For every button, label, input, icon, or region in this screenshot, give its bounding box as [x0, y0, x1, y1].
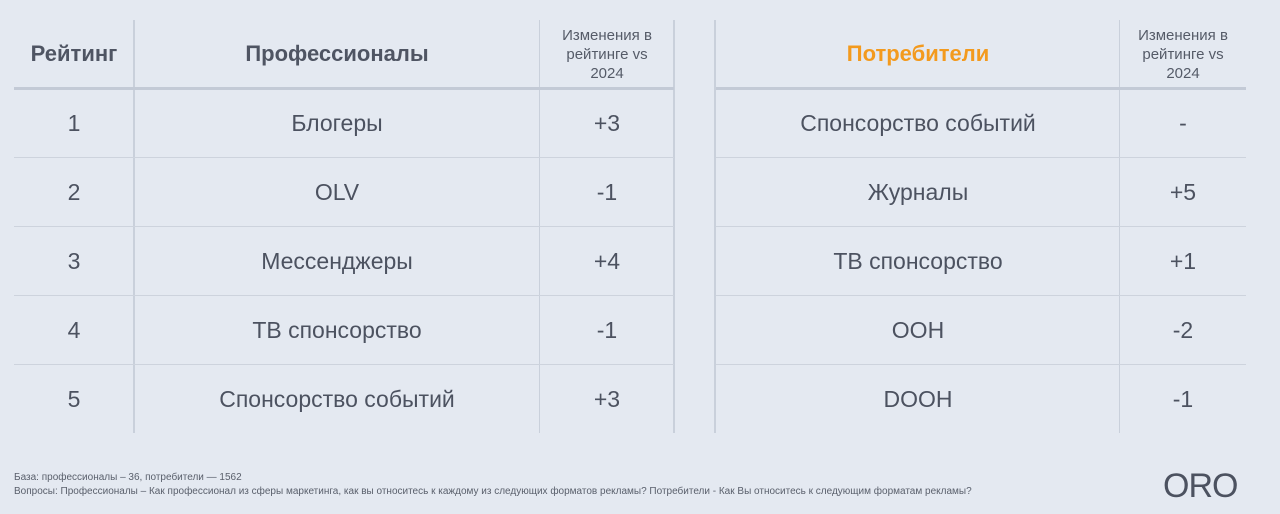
- header-rank: Рейтинг: [30, 41, 118, 66]
- row-divider: [716, 364, 1246, 365]
- format-cell: Журналы: [867, 179, 969, 205]
- header-professionals: Профессионалы: [245, 41, 429, 66]
- grid-line: [673, 20, 675, 433]
- rank-cell: 5: [67, 386, 81, 412]
- change-cell: -1: [1172, 386, 1194, 412]
- header-divider: [716, 87, 1246, 90]
- row-divider: [14, 295, 674, 296]
- format-cell: Спонсорство событий: [800, 110, 1036, 136]
- row-divider: [14, 157, 674, 158]
- row-divider: [14, 364, 674, 365]
- rank-cell: 2: [67, 179, 81, 205]
- oro-logo: ORO: [1163, 467, 1238, 505]
- format-cell: DOOH: [883, 386, 953, 412]
- format-cell: OLV: [314, 179, 360, 205]
- questions-footnote: Вопросы: Профессионалы – Как профессиона…: [14, 486, 972, 497]
- row-divider: [14, 226, 674, 227]
- format-cell: Блогеры: [291, 110, 383, 136]
- format-cell: OOH: [891, 317, 945, 343]
- base-footnote: База: профессионалы – 36, потребители — …: [14, 472, 242, 483]
- row-divider: [716, 226, 1246, 227]
- header-change: Изменения в рейтинге vs 2024: [562, 26, 652, 82]
- rank-cell: 3: [67, 248, 81, 274]
- rank-cell: 1: [67, 110, 81, 136]
- format-cell: ТВ спонсорство: [833, 248, 1003, 274]
- row-divider: [716, 295, 1246, 296]
- change-cell: -2: [1172, 317, 1194, 343]
- grid-line: [714, 20, 716, 433]
- header-divider: [14, 87, 674, 90]
- format-cell: Спонсорство событий: [219, 386, 455, 412]
- change-cell: +3: [593, 386, 621, 412]
- change-cell: +1: [1169, 248, 1197, 274]
- change-cell: -: [1179, 110, 1187, 136]
- change-cell: -1: [596, 317, 618, 343]
- change-cell: +4: [593, 248, 621, 274]
- row-divider: [716, 157, 1246, 158]
- change-cell: -1: [596, 179, 618, 205]
- format-cell: ТВ спонсорство: [252, 317, 422, 343]
- format-cell: Мессенджеры: [261, 248, 413, 274]
- header-change: Изменения в рейтинге vs 2024: [1138, 26, 1228, 82]
- change-cell: +5: [1169, 179, 1197, 205]
- change-cell: +3: [593, 110, 621, 136]
- rank-cell: 4: [67, 317, 81, 343]
- header-consumers: Потребители: [846, 41, 990, 66]
